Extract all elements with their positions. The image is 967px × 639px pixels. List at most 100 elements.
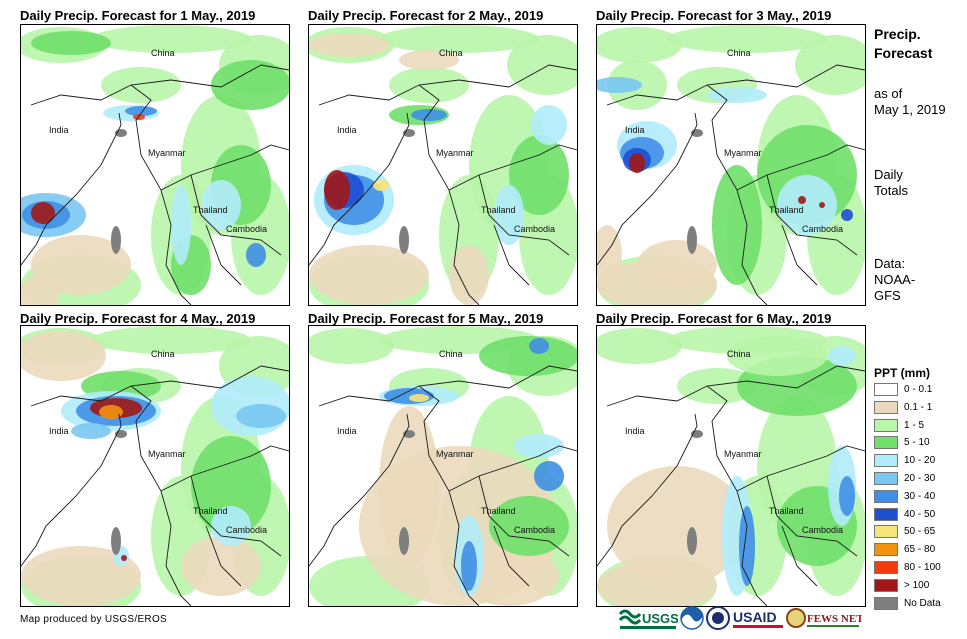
precip-area [739, 506, 755, 586]
precip-area [379, 25, 539, 53]
precip-area [712, 165, 762, 285]
precip-area [727, 336, 827, 376]
country-border [597, 112, 698, 266]
precip-area [201, 180, 241, 230]
legend-swatch [874, 472, 898, 485]
precip-area [479, 336, 577, 376]
country-border [21, 112, 122, 266]
asof-line-1: as of [874, 86, 903, 101]
precip-area [707, 87, 767, 103]
country-label-myanmar: Myanmar [148, 449, 186, 459]
precip-area [597, 328, 682, 364]
precip-area [449, 245, 489, 305]
legend-label: 30 - 40 [904, 490, 936, 502]
country-border [606, 64, 865, 106]
legend-item: 65 - 80 [874, 543, 935, 558]
legend-item: 5 - 10 [874, 436, 930, 451]
country-border [30, 365, 289, 407]
country-border [190, 475, 282, 557]
precip-area [531, 105, 567, 145]
country-label-myanmar: Myanmar [724, 148, 762, 158]
precip-map: China India Myanmar Thailand Cambodia [597, 25, 865, 305]
country-border [736, 144, 865, 191]
map-panel-3: China India Myanmar Thailand Cambodia [596, 24, 866, 306]
precip-area [819, 202, 825, 208]
map-credit: Map produced by USGS/EROS [20, 614, 168, 625]
usaid-logo: USAID [732, 604, 784, 632]
data-line-2: NOAA- [874, 272, 916, 287]
legend-label: > 100 [904, 579, 930, 591]
legend-label: 40 - 50 [904, 508, 936, 520]
precip-area [667, 25, 827, 53]
country-border [318, 64, 577, 106]
legend-label: 1 - 5 [904, 419, 925, 431]
country-label-china: China [727, 349, 751, 359]
legend-swatch [874, 436, 898, 450]
legend-label: 0.1 - 1 [904, 401, 933, 413]
legend-item: No Data [874, 596, 941, 612]
legend-item: 20 - 30 [874, 472, 935, 487]
country-border [781, 525, 818, 587]
legend-item: 0.1 - 1 [874, 400, 933, 416]
legend-item: 30 - 40 [874, 489, 936, 505]
country-label-china: China [727, 48, 751, 58]
map-panel-5: China India Myanmar Thailand Cambodia [308, 325, 578, 607]
legend-swatch [874, 489, 898, 503]
precip-area [31, 31, 111, 55]
legend-label: 20 - 30 [904, 473, 936, 485]
legend-label: 50 - 65 [904, 526, 936, 538]
legend-title: PPT (mm) [874, 366, 931, 380]
side-heading-1: Precip. [874, 26, 921, 42]
country-label-myanmar: Myanmar [436, 148, 474, 158]
precip-area [236, 404, 286, 428]
precip-area [597, 27, 682, 63]
side-heading-2: Forecast [874, 45, 933, 61]
no-data-area [687, 527, 697, 555]
legend-item: 80 - 100 [874, 561, 941, 576]
usaid-seal [706, 604, 730, 632]
precip-area [798, 196, 806, 204]
precip-area [71, 423, 111, 439]
legend-swatch [874, 596, 898, 610]
precip-area [828, 346, 856, 366]
precip-area [459, 546, 559, 606]
precip-area [121, 555, 127, 561]
no-data-area [399, 527, 409, 555]
panel-title-3: Daily Precip. Forecast for 3 May., 2019 [596, 8, 832, 23]
precip-area [324, 170, 350, 210]
legend-label: No Data [904, 597, 941, 609]
country-label-myanmar: Myanmar [148, 148, 186, 158]
country-border [160, 144, 289, 191]
country-border [205, 525, 242, 587]
precip-area [529, 338, 549, 354]
precip-map: China India Myanmar Thailand Cambodia [597, 326, 865, 606]
country-border [597, 413, 698, 567]
country-border [493, 224, 530, 286]
country-label-thailand: Thailand [481, 205, 516, 215]
precip-area [99, 405, 123, 419]
precip-area [31, 235, 131, 295]
legend-item: > 100 [874, 578, 930, 594]
country-border [160, 445, 289, 492]
country-label-china: China [151, 48, 175, 58]
precip-area [494, 185, 524, 245]
country-border [30, 64, 289, 106]
daily-line-2: Totals [874, 183, 908, 198]
country-border [190, 174, 282, 256]
precip-area [461, 541, 477, 591]
panel-title-1: Daily Precip. Forecast for 1 May., 2019 [20, 8, 256, 23]
precip-map: China India Myanmar Thailand Cambodia [21, 25, 289, 305]
precip-area [509, 135, 569, 215]
country-label-cambodia: Cambodia [802, 224, 843, 234]
country-border [736, 445, 865, 492]
precip-area [795, 35, 865, 95]
precip-area [597, 77, 642, 93]
usaid-logo-text: USAID [733, 609, 777, 625]
precip-area [507, 35, 577, 95]
country-border [21, 413, 122, 567]
precip-area [629, 153, 645, 173]
legend-item: 50 - 65 [874, 525, 935, 540]
precip-area [21, 546, 141, 606]
country-label-cambodia: Cambodia [514, 525, 555, 535]
precip-area [597, 561, 717, 606]
